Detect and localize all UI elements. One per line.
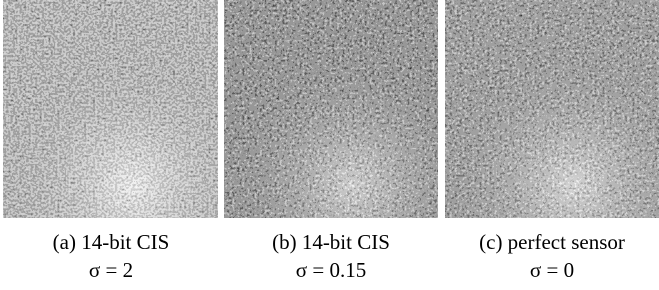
sigma-label: σ = 2 — [89, 258, 133, 282]
image-shading — [445, 0, 659, 218]
caption: (a) 14-bit CIS — [53, 230, 170, 254]
sigma-label: σ = 0.15 — [296, 258, 366, 282]
caption: (c) perfect sensor — [479, 230, 625, 254]
sigma-label: σ = 0 — [530, 258, 574, 282]
figure: (a) 14-bit CIS σ = 2 (b) 14-bit CIS σ = … — [0, 0, 659, 290]
figure-canvas: (a) 14-bit CIS σ = 2 (b) 14-bit CIS σ = … — [0, 0, 659, 290]
caption: (b) 14-bit CIS — [272, 230, 390, 254]
image-shading — [3, 0, 218, 218]
image-shading — [224, 0, 438, 218]
